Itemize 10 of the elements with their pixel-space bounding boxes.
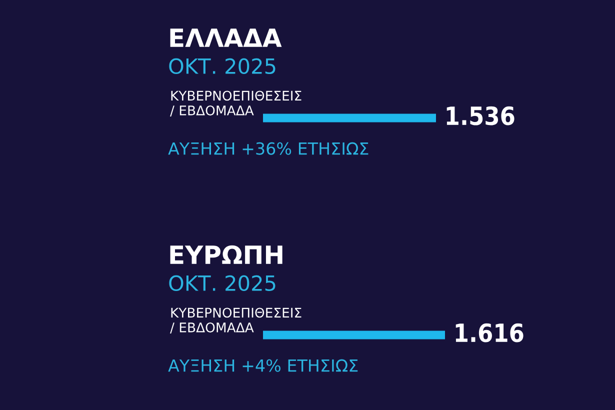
annotation: ΑΥΞΗΣΗ +4% ΕΤΗΣΙΩΣ (168, 359, 358, 372)
data-label: 1.536 (446, 106, 514, 126)
y-tick-label: ΚΥΒΕΡΝΟΕΠΙΘΕΣΕΙΣ / ΕΒΔΟΜΑΔΑ (170, 308, 302, 334)
chart-subtitle: ΟΚΤ. 2025 (169, 275, 276, 292)
y-tick-label: ΚΥΒΕΡΝΟΕΠΙΘΕΣΕΙΣ / ΕΒΔΟΜΑΔΑ (170, 90, 302, 116)
chart-title: ΕΥΡΩΠΗ (170, 245, 282, 264)
annotation: ΑΥΞΗΣΗ +36% ΕΤΗΣΙΩΣ (168, 142, 368, 155)
data-label: 1.616 (456, 323, 524, 342)
chart-title: ΕΛΛΑΔΑ (170, 28, 282, 47)
chart-subtitle: ΟΚΤ. 2025 (169, 58, 276, 74)
